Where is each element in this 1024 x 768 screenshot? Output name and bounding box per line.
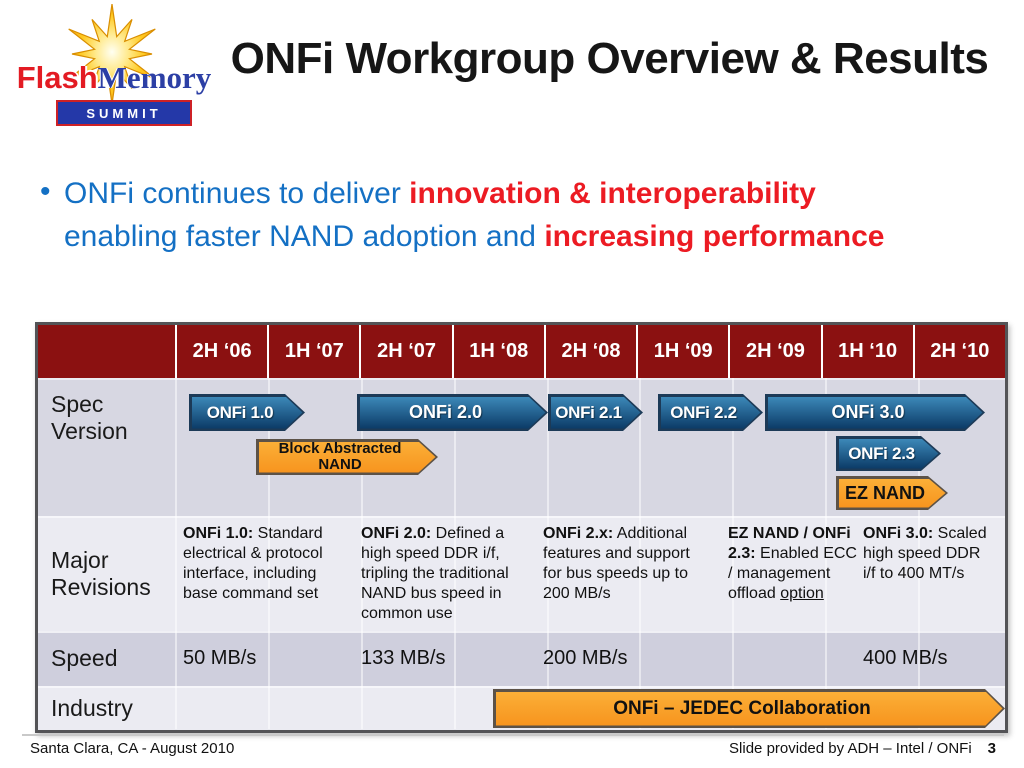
slide-title: ONFi Workgroup Overview & Results [230, 34, 989, 83]
spec-arrow-onfi-2-3: ONFi 2.3 [836, 436, 941, 471]
column-separator [732, 378, 735, 729]
header-cell-1h09: 1H ‘09 [636, 325, 728, 378]
arrow-label: ONFi 1.0 [206, 402, 274, 422]
header-cell-1h08: 1H ‘08 [451, 325, 544, 378]
speed-label: Speed [51, 645, 118, 671]
spec-arrow-onfi-3-0: ONFi 3.0 [765, 394, 985, 431]
revision-onfi-1-0: ONFi 1.0: Standard electrical & protocol… [183, 524, 351, 604]
major-revisions-label: Major Revisions [51, 546, 151, 600]
footer-location-date: Santa Clara, CA - August 2010 [30, 740, 235, 757]
revision-bold: EZ NAND / ONFi 2.3: [728, 525, 851, 562]
revision-text: Scaled high speed DDR i/f to 400 MT/s [863, 525, 987, 582]
column-separator [175, 378, 177, 729]
column-separator [639, 378, 642, 729]
roadmap-table: 2H ‘06 1H ‘07 2H ‘07 1H ‘08 2H ‘08 1H ‘0… [35, 322, 1008, 733]
header-cell-2h07: 2H ‘07 [359, 325, 451, 378]
logo-flash-text: Flash [16, 60, 98, 95]
major-revisions-row [38, 516, 1005, 631]
bullet-marker: • [40, 175, 51, 208]
column-separator [546, 378, 549, 729]
header-cell-2h10: 2H ‘10 [912, 325, 1005, 378]
footer-divider [22, 734, 1004, 736]
spec-arrow-onfi-2-2: ONFi 2.2 [658, 394, 763, 431]
page-number: 3 [987, 740, 996, 757]
revision-ez-nand-onfi-2-3: EZ NAND / ONFi 2.3: Enabled ECC / manage… [728, 524, 858, 604]
footer-credit: Slide provided by ADH – Intel / ONFi [729, 740, 972, 757]
bullet-text: ONFi continues to deliver innovation & i… [38, 172, 978, 258]
sunburst-icon [68, 4, 156, 105]
header-empty-cell [38, 325, 175, 378]
revision-text: Standard electrical & protocol interface… [183, 525, 323, 602]
header-cell-2h09: 2H ‘09 [728, 325, 820, 378]
column-separator [267, 378, 270, 729]
revision-bold: ONFi 2.0: [361, 525, 432, 542]
revision-text: Additional features and support for bus … [543, 525, 690, 602]
logo-memory-text: Memory [97, 60, 212, 95]
bullet-seg-1: ONFi continues to deliver [64, 177, 410, 210]
spec-version-label: Spec Version [51, 391, 128, 444]
footer: Santa Clara, CA - August 2010 Slide prov… [30, 740, 996, 757]
logo-wordmark: FlashMemory [8, 60, 220, 96]
industry-arrow-onfi-jedec: ONFi – JEDEC Collaboration [493, 689, 1005, 728]
header-cell-2h06: 2H ‘06 [175, 325, 267, 378]
header-cell-1h10: 1H ‘10 [820, 325, 913, 378]
revision-onfi-2-x: ONFi 2.x: Additional features and suppor… [543, 524, 708, 604]
speed-value-200: 200 MB/s [543, 647, 628, 669]
bullet-point: • ONFi continues to deliver innovation &… [38, 172, 978, 258]
arrow-label: ONFi 2.2 [670, 402, 737, 422]
revision-bold: ONFi 2.x: [543, 525, 614, 542]
spec-arrow-onfi-2-0: ONFi 2.0 [357, 394, 548, 431]
revision-bold: ONFi 3.0: [863, 525, 934, 542]
arrow-label: ONFi – JEDEC Collaboration [613, 697, 871, 719]
spec-arrow-onfi-2-1: ONFi 2.1 [548, 394, 643, 431]
column-separator [453, 378, 456, 729]
revision-text: Enabled ECC / management offload [728, 545, 857, 602]
bullet-seg-2: innovation & interoperability [409, 177, 816, 210]
arrow-label: EZ NAND [845, 482, 925, 503]
revision-bold: ONFi 1.0: [183, 525, 254, 542]
flash-memory-summit-logo: FlashMemory SUMMIT [8, 4, 220, 128]
header-cell-1h07: 1H ‘07 [267, 325, 359, 378]
revision-underline: option [780, 585, 824, 602]
revision-text: Defined a high speed DDR i/f, tripling t… [361, 525, 509, 622]
column-separator [918, 378, 921, 729]
speed-value-50: 50 MB/s [183, 647, 257, 669]
logo-summit-banner: SUMMIT [56, 100, 192, 126]
table-header-row: 2H ‘06 1H ‘07 2H ‘07 1H ‘08 2H ‘08 1H ‘0… [38, 325, 1005, 378]
bullet-seg-3: enabling faster NAND adoption and [64, 220, 545, 253]
column-separator [825, 378, 828, 729]
arrow-label: ONFi 2.1 [555, 402, 622, 422]
revision-onfi-2-0: ONFi 2.0: Defined a high speed DDR i/f, … [361, 524, 535, 624]
bullet-seg-4: increasing performance [544, 220, 885, 253]
arrow-label: Block Abstracted NAND [278, 440, 402, 473]
arrow-label: ONFi 3.0 [831, 402, 905, 422]
industry-label: Industry [51, 694, 133, 721]
header-cell-2h08: 2H ‘08 [543, 325, 636, 378]
column-separator [360, 378, 363, 729]
revision-onfi-3-0: ONFi 3.0: Scaled high speed DDR i/f to 4… [863, 524, 988, 584]
speed-value-133: 133 MB/s [361, 647, 446, 669]
spec-arrow-ez-nand: EZ NAND [836, 476, 948, 510]
speed-row [38, 631, 1005, 686]
speed-value-400: 400 MB/s [863, 647, 948, 669]
spec-arrow-onfi-1-0: ONFi 1.0 [189, 394, 305, 431]
arrow-label: ONFi 2.3 [848, 443, 915, 463]
arrow-label: ONFi 2.0 [408, 402, 483, 422]
spec-arrow-block-abstracted-nand: Block Abstracted NAND [256, 439, 438, 475]
